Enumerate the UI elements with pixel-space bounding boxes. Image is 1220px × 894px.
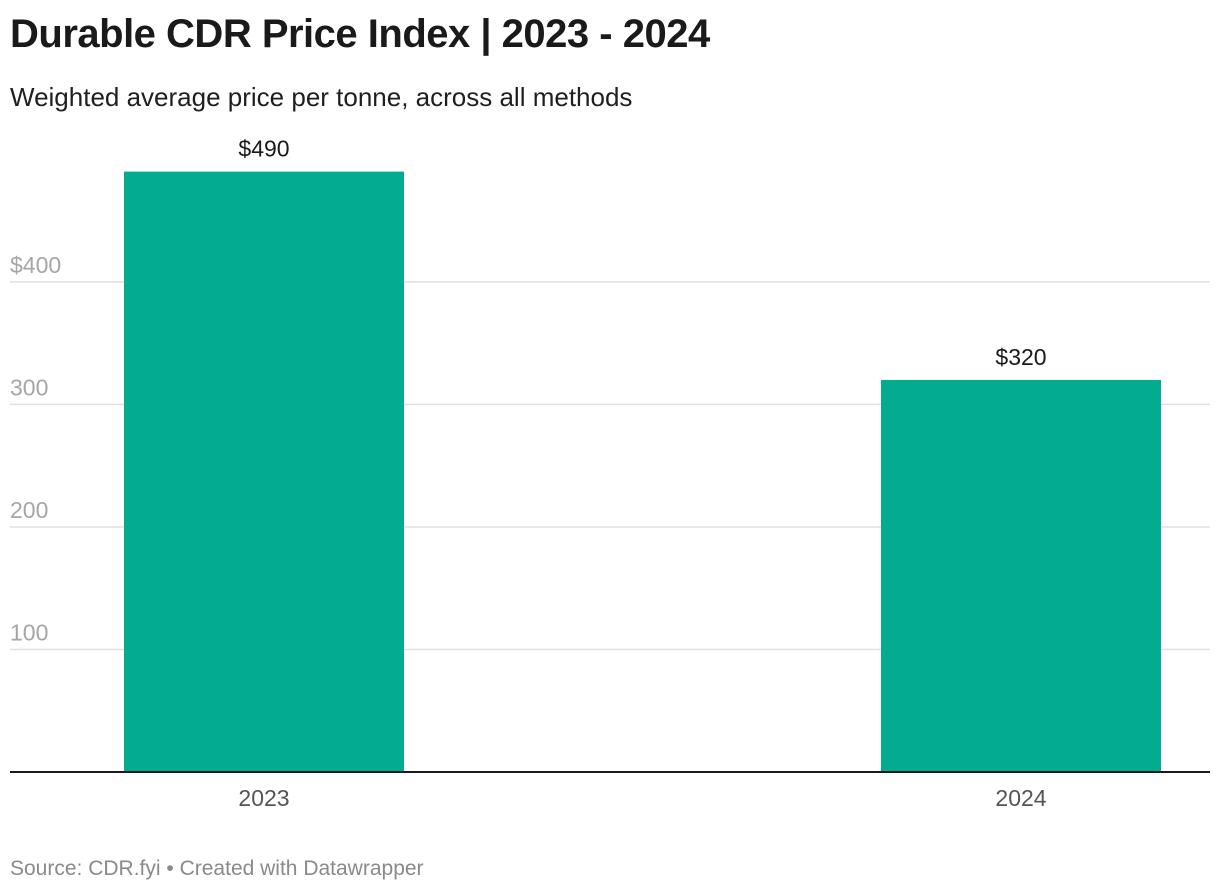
value-label: $320	[995, 344, 1046, 370]
chart-footer: Source: CDR.fyi • Created with Datawrapp…	[10, 857, 424, 881]
value-labels: $490 $320	[238, 136, 1046, 370]
bar-2023	[124, 171, 404, 772]
y-tick-label: 200	[10, 497, 48, 523]
x-tick-label: 2023	[238, 785, 289, 811]
footer-separator: •	[166, 857, 174, 880]
y-tick-label: 300	[10, 374, 48, 400]
source-text: Source: CDR.fyi	[10, 857, 161, 880]
value-label: $490	[238, 136, 289, 162]
chart-title: Durable CDR Price Index | 2023 - 2024	[10, 12, 710, 56]
x-tick-label: 2024	[995, 785, 1046, 811]
credit-text: Created with Datawrapper	[179, 857, 424, 880]
chart-subtitle: Weighted average price per tonne, across…	[10, 82, 633, 112]
y-tick-label: $400	[10, 252, 61, 278]
bar-2024	[881, 379, 1161, 772]
x-axis-ticks: 2023 2024	[238, 785, 1046, 811]
y-axis-ticks: 100 200 300 $400	[10, 252, 61, 646]
y-tick-label: 100	[10, 619, 48, 645]
bars	[124, 171, 1161, 772]
